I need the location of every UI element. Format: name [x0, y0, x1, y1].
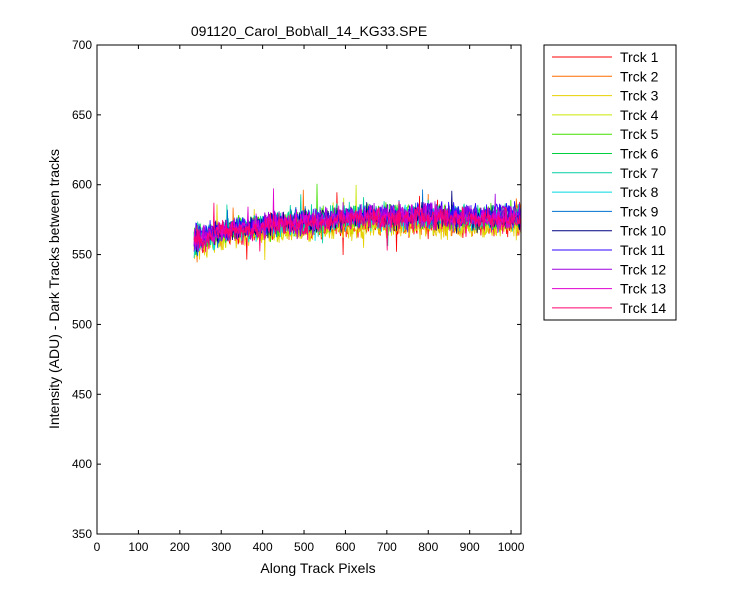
y-axis-label: Intensity (ADU) - Dark Tracks between tr… — [46, 149, 62, 429]
x-tick-label: 900 — [460, 540, 480, 554]
plot-area — [97, 45, 521, 534]
x-tick-label: 1000 — [498, 540, 525, 554]
y-tick-label: 350 — [72, 527, 92, 541]
legend-label: Trck 3 — [620, 88, 659, 104]
y-tick-label: 650 — [72, 108, 92, 122]
legend-label: Trck 1 — [620, 49, 659, 65]
legend-label: Trck 7 — [620, 165, 659, 181]
chart-title: 091120_Carol_Bob\all_14_KG33.SPE — [191, 23, 427, 39]
series-line-3 — [193, 204, 521, 261]
y-tick-label: 550 — [72, 248, 92, 262]
x-tick-label: 200 — [170, 540, 190, 554]
x-axis-label: Along Track Pixels — [260, 560, 375, 576]
series-lines — [193, 183, 521, 263]
legend-label: Trck 4 — [620, 107, 659, 123]
y-tick-label: 500 — [72, 317, 92, 331]
legend-label: Trck 2 — [620, 68, 659, 84]
series-line-14 — [193, 201, 521, 253]
x-tick-label: 700 — [377, 540, 397, 554]
x-tick-label: 300 — [211, 540, 231, 554]
x-tick-label: 600 — [335, 540, 355, 554]
x-tick-label: 800 — [418, 540, 438, 554]
x-tick-label: 400 — [253, 540, 273, 554]
legend-label: Trck 13 — [620, 281, 666, 297]
legend-label: Trck 14 — [620, 300, 666, 316]
y-tick-label: 600 — [72, 178, 92, 192]
y-tick-label: 400 — [72, 457, 92, 471]
legend-label: Trck 10 — [620, 223, 666, 239]
series-line-13 — [193, 188, 521, 252]
x-tick-label: 0 — [94, 540, 101, 554]
legend-box — [543, 44, 677, 321]
x-axis-ticks: 0 100 200 300 400 500 600 700 800 900 1000 — [94, 45, 525, 554]
legend-label: Trck 12 — [620, 261, 666, 277]
legend-items: Trck 1 Trck 2 Trck 3 Trck 4 Trck 5 Trck 6 Trck… — [552, 49, 666, 316]
legend-label: Trck 8 — [620, 184, 659, 200]
y-tick-label: 450 — [72, 387, 92, 401]
plot-clip-region — [193, 183, 521, 263]
legend-label: Trck 6 — [620, 146, 659, 162]
x-tick-label: 100 — [128, 540, 148, 554]
plot-frame — [96, 44, 522, 535]
legend: Trck 1 Trck 2 Trck 3 Trck 4 Trck 5 Trck 6 Trck… — [543, 44, 677, 321]
legend-label: Trck 5 — [620, 126, 659, 142]
y-axis-ticks: 350 400 450 500 550 600 650 700 — [72, 38, 521, 541]
y-tick-label: 700 — [72, 38, 92, 52]
x-tick-label: 500 — [294, 540, 314, 554]
legend-label: Trck 11 — [620, 242, 665, 258]
legend-label: Trck 9 — [620, 203, 659, 219]
